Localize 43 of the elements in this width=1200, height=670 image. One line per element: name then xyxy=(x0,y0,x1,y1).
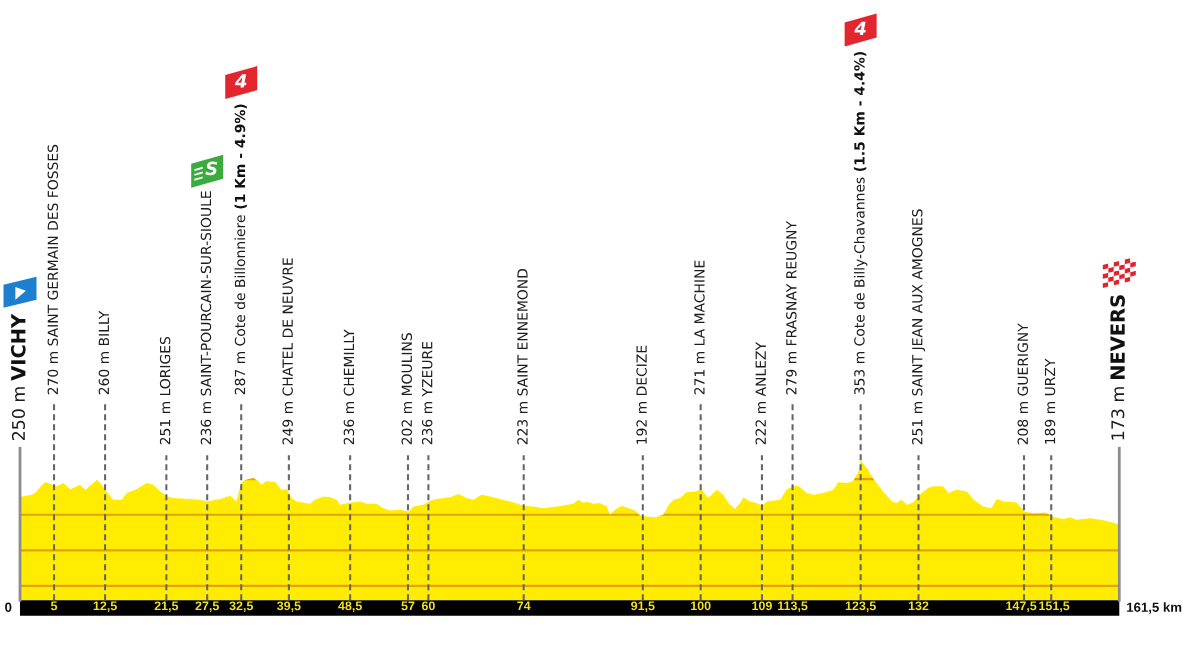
x-tick-label: 60 xyxy=(421,601,435,611)
ref-line-label: 202 m MOULINS xyxy=(401,333,413,445)
x-tick-label: 48,5 xyxy=(338,601,362,613)
x-tick-label: 100 xyxy=(691,601,711,611)
ref-line-label: 251 m SAINT JEAN AUX AMOGNES xyxy=(912,209,926,445)
x-tick-label: 151,5 xyxy=(1039,601,1070,613)
x-tick-label: 27,5 xyxy=(195,601,219,613)
x-tick-label: 32,5 xyxy=(229,601,254,613)
x-tick-label: 91,5 xyxy=(631,601,655,613)
ref-line-label: 353 m Cote de Billy-Chavannes (1.5 Km - 4.4%) xyxy=(853,52,868,395)
ref-line-label: 279 m FRASNAY REUGNY xyxy=(786,221,797,395)
annotation: 161,5 km xyxy=(1127,602,1182,614)
ref-line-label: 189 m URZY xyxy=(1044,358,1056,444)
ref-line-label: 222 m ANLEZY xyxy=(755,342,766,445)
x-tick-label: 39,5 xyxy=(276,601,301,613)
text: 4 xyxy=(234,74,247,88)
x-tick-label: 5 xyxy=(50,601,58,611)
ref-line-label: 260 m BILLY xyxy=(98,310,110,395)
x-tick-label: 123,5 xyxy=(845,601,876,613)
x-tick-label: 12,5 xyxy=(93,601,117,613)
ref-line-label: 249 m CHATEL DE NEUVRE xyxy=(282,258,293,445)
x-tick-label: 21,5 xyxy=(154,601,179,613)
ref-line-label: 236 m SAINT-POURCAIN-SUR-SIOULE xyxy=(200,191,212,445)
ref-line-label: 236 m CHEMILLY xyxy=(343,329,355,445)
x-tick-label: 132 xyxy=(908,601,929,611)
ref-line-label: 287 m Cote de Billonniere (1 Km - 4.9%) xyxy=(234,104,247,395)
x-tick-label: 57 xyxy=(401,601,415,611)
x-tick-label: 109 xyxy=(752,601,772,611)
ref-line-label: 208 m GUERIGNY xyxy=(1017,323,1029,445)
ref-line-label: 173 m NEVERS xyxy=(1110,295,1125,440)
ref-line-label: 271 m LA MACHINE xyxy=(694,260,705,395)
ref-line-label: 251 m LORIGES xyxy=(159,336,171,445)
ref-line-label: 270 m SAINT GERMAIN DES FOSSES xyxy=(47,144,59,395)
ref-line-label: 236 m YZEURE xyxy=(421,341,433,445)
x-tick-label: 147,5 xyxy=(1006,601,1037,613)
ref-line-label: 223 m SAINT ENNEMOND xyxy=(517,268,528,445)
ref-line-label: 192 m DECIZE xyxy=(636,345,647,444)
annotation: 0 xyxy=(5,602,12,612)
text: S xyxy=(205,161,218,176)
x-tick-label: 113,5 xyxy=(778,601,808,613)
x-tick-label: 74 xyxy=(517,601,531,611)
text: 4 xyxy=(854,21,866,35)
ref-line-label: 250 m VICHY xyxy=(10,313,26,441)
